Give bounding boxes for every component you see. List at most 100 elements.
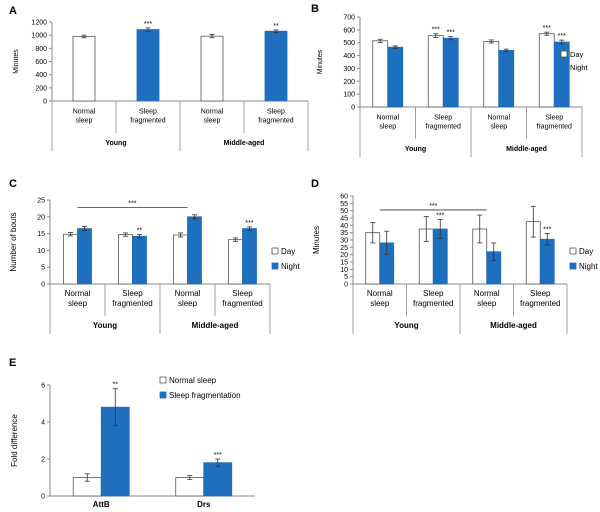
category-label: Sleep fragmented bbox=[537, 115, 573, 131]
panel-a-label: A bbox=[9, 5, 17, 17]
panel-d-label: D bbox=[311, 178, 319, 190]
bar bbox=[132, 235, 147, 285]
category-label: Normal sleep bbox=[65, 289, 91, 308]
y-tick-label: 800 bbox=[35, 46, 47, 53]
legend-swatch bbox=[159, 376, 167, 384]
y-tick-label: 4 bbox=[41, 420, 45, 427]
bar bbox=[442, 37, 459, 108]
y-axis-title: Minutes bbox=[312, 226, 321, 254]
category-label: Normal sleep bbox=[376, 115, 399, 131]
legend-label: Sleep fragmentation bbox=[169, 391, 241, 400]
legend-label: Day bbox=[579, 247, 593, 256]
bar bbox=[173, 234, 188, 285]
y-tick-label: 0 bbox=[41, 494, 45, 501]
panel-c-label: C bbox=[9, 178, 17, 190]
y-tick-label: 200 bbox=[343, 79, 355, 86]
y-tick-label: 600 bbox=[343, 27, 355, 34]
y-tick-label: 2 bbox=[41, 457, 45, 464]
legend-label: Night bbox=[579, 262, 598, 271]
bar bbox=[63, 233, 78, 285]
legend-swatch bbox=[569, 247, 577, 255]
panel-a: A 0 200 400 600 800 1000 1200 Minutes Normal sleep… bbox=[9, 5, 309, 151]
y-tick-label: 600 bbox=[35, 59, 47, 66]
category-label: Sleep fragmented bbox=[222, 289, 262, 308]
y-tick-label: 60 bbox=[340, 194, 348, 201]
bar bbox=[203, 462, 233, 497]
legend-swatch bbox=[271, 247, 279, 255]
panel-e: E 0 2 4 6 Fold difference ** AttB *** Drs Normal s… bbox=[9, 357, 255, 509]
category-label: Sleep fragmented bbox=[130, 109, 166, 125]
bar bbox=[72, 36, 96, 102]
y-tick-label: 0 bbox=[351, 105, 355, 112]
category-label: Normal sleep bbox=[175, 289, 201, 308]
y-axis-title: Number of bouts bbox=[9, 212, 18, 271]
category-label: Sleep fragmented bbox=[413, 289, 453, 308]
legend-label: Day bbox=[281, 247, 295, 256]
y-tick-label: 5 bbox=[344, 274, 348, 281]
y-tick-label: 6 bbox=[41, 383, 45, 390]
y-tick-label: 10 bbox=[37, 248, 45, 255]
bar bbox=[187, 216, 202, 285]
significance-label: *** bbox=[543, 25, 551, 32]
y-tick-label: 200 bbox=[35, 85, 47, 92]
legend-swatch bbox=[560, 50, 568, 58]
bracket-label: *** bbox=[429, 203, 437, 210]
bar bbox=[200, 35, 224, 102]
y-tick-label: 400 bbox=[35, 72, 47, 79]
bar bbox=[242, 228, 257, 285]
legend-swatch bbox=[560, 63, 568, 71]
y-tick-label: 1200 bbox=[31, 20, 47, 27]
bar bbox=[427, 35, 444, 108]
group-label: Middle-aged bbox=[192, 321, 239, 330]
y-axis-title: Fold difference bbox=[10, 414, 19, 467]
y-tick-label: 1000 bbox=[31, 33, 47, 40]
y-axis-title: Minutes bbox=[317, 49, 324, 74]
bar bbox=[498, 50, 515, 108]
legend-label: Night bbox=[570, 63, 588, 72]
significance-label: *** bbox=[558, 33, 566, 40]
category-label: Sleep fragmented bbox=[426, 115, 462, 131]
y-tick-label: 10 bbox=[340, 267, 348, 274]
y-tick-label: 30 bbox=[340, 238, 348, 245]
significance-label: *** bbox=[144, 21, 152, 28]
category-label: Normal sleep bbox=[487, 115, 510, 131]
y-axis-title: Minutes bbox=[13, 49, 20, 74]
significance-label: ** bbox=[137, 228, 143, 235]
bar bbox=[387, 46, 404, 108]
category-label: Normal sleep bbox=[474, 289, 500, 308]
category-label: Sleep fragmented bbox=[112, 289, 152, 308]
group-label: Young bbox=[394, 321, 418, 330]
category-label: Sleep fragmented bbox=[258, 109, 294, 125]
category-label: Normal sleep bbox=[367, 289, 393, 308]
y-tick-label: 40 bbox=[340, 223, 348, 230]
y-tick-label: 15 bbox=[37, 231, 45, 238]
y-tick-label: 100 bbox=[343, 92, 355, 99]
y-tick-label: 20 bbox=[37, 214, 45, 221]
y-tick-label: 300 bbox=[343, 66, 355, 73]
y-tick-label: 500 bbox=[343, 40, 355, 47]
group-label: Middle-aged bbox=[224, 140, 265, 147]
group-label: Middle-aged bbox=[506, 146, 547, 153]
y-tick-label: 55 bbox=[340, 201, 348, 208]
panel-b-label: B bbox=[311, 3, 319, 15]
y-tick-label: 0 bbox=[43, 99, 47, 106]
group-label: Young bbox=[405, 146, 426, 153]
category-label: Drs bbox=[197, 500, 211, 509]
significance-label: ** bbox=[273, 23, 279, 30]
y-tick-label: 20 bbox=[340, 252, 348, 259]
significance-label: *** bbox=[432, 27, 440, 34]
panel-c: C 0 5 10 15 20 25 Number of bouts Normal sleep ** S… bbox=[9, 178, 300, 334]
y-tick-label: 15 bbox=[340, 260, 348, 267]
panel-e-label: E bbox=[9, 357, 16, 369]
bar bbox=[264, 30, 288, 102]
bracket-label: *** bbox=[128, 200, 136, 207]
significance-label: *** bbox=[245, 220, 253, 227]
legend-swatch bbox=[569, 262, 577, 270]
category-label: Normal sleep bbox=[201, 109, 224, 125]
bar bbox=[175, 477, 205, 497]
bar bbox=[100, 406, 130, 497]
y-tick-label: 35 bbox=[340, 230, 348, 237]
significance-label: *** bbox=[436, 212, 444, 219]
legend-swatch bbox=[159, 391, 167, 399]
